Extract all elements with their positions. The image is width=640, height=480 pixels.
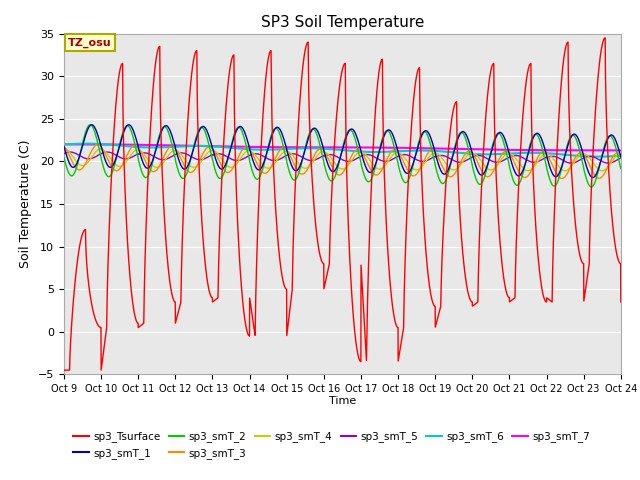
Text: TZ_osu: TZ_osu [68, 38, 112, 48]
Y-axis label: Soil Temperature (C): Soil Temperature (C) [19, 140, 33, 268]
X-axis label: Time: Time [329, 396, 356, 406]
Legend: sp3_Tsurface, sp3_smT_1, sp3_smT_2, sp3_smT_3, sp3_smT_4, sp3_smT_5, sp3_smT_6, : sp3_Tsurface, sp3_smT_1, sp3_smT_2, sp3_… [69, 427, 594, 463]
Title: SP3 Soil Temperature: SP3 Soil Temperature [260, 15, 424, 30]
